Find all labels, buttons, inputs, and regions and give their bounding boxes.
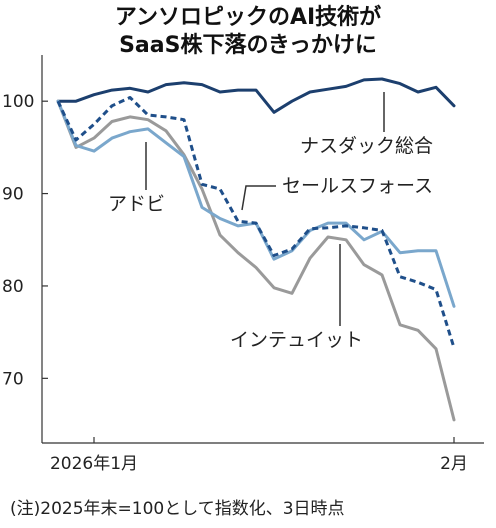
series-label-2: セールスフォース	[282, 175, 433, 197]
y-tick-label: 90	[2, 185, 24, 205]
leader-line-2	[241, 185, 276, 211]
series-line-0	[56, 77, 456, 114]
y-tick-label: 100	[2, 92, 34, 112]
series-label-1: アドビ	[108, 193, 165, 215]
series-label-3: インテュイット	[230, 329, 363, 351]
x-tick-label: 2月	[440, 454, 468, 474]
chart-title-line2: SaaS株下落のきっかけに	[119, 33, 377, 58]
label-bg-2	[279, 173, 437, 197]
y-tick-label: 80	[2, 277, 24, 297]
series-line-2	[56, 96, 456, 349]
y-tick-label: 70	[2, 369, 24, 389]
x-tick-label: 2026年1月	[50, 454, 138, 474]
label-bg-1	[105, 191, 169, 215]
label-bg-3	[227, 327, 367, 351]
footnote: (注)2025年末=100として指数化、3日時点	[10, 499, 345, 519]
label-bg-0	[297, 133, 437, 157]
series-line-3	[56, 99, 456, 422]
chart-title-line1: アンソロピックのAI技術が	[114, 5, 382, 30]
series-label-0: ナスダック総合	[300, 135, 433, 157]
